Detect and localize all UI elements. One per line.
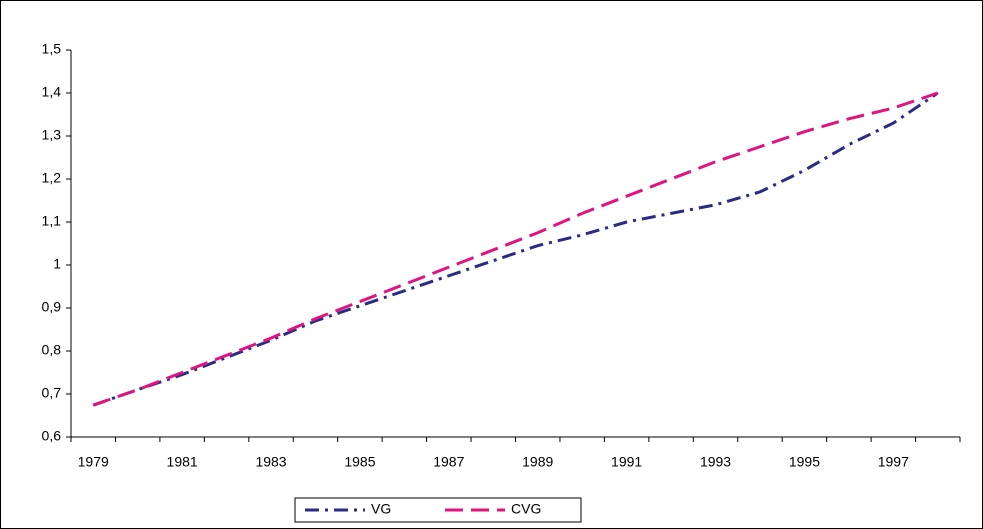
x-tick-label: 1985 xyxy=(344,454,375,470)
x-tick-label: 1995 xyxy=(789,454,820,470)
x-tick-label: 1989 xyxy=(522,454,553,470)
series-line xyxy=(92,91,939,407)
x-tick-label: 1987 xyxy=(433,454,464,470)
y-tick-label: 0,6 xyxy=(42,428,62,444)
x-tick-label: 1997 xyxy=(878,454,909,470)
x-tick-label: 1993 xyxy=(700,454,731,470)
x-tick-label: 1991 xyxy=(611,454,642,470)
y-tick-label: 1,1 xyxy=(42,213,62,229)
y-tick-label: 0,8 xyxy=(42,342,62,358)
x-tick-label: 1979 xyxy=(78,454,109,470)
x-tick-label: 1983 xyxy=(255,454,286,470)
y-tick-label: 1,3 xyxy=(42,127,62,143)
series-line xyxy=(92,91,939,407)
legend-label: CVG xyxy=(511,501,541,517)
x-tick-label: 1981 xyxy=(167,454,198,470)
y-tick-label: 1,4 xyxy=(42,84,62,100)
y-tick-label: 0,7 xyxy=(42,385,62,401)
y-tick-label: 0,9 xyxy=(42,299,62,315)
y-tick-label: 1 xyxy=(53,256,61,272)
y-tick-label: 1,5 xyxy=(42,41,62,57)
legend-label: VG xyxy=(371,501,391,517)
y-tick-label: 1,2 xyxy=(42,170,62,186)
